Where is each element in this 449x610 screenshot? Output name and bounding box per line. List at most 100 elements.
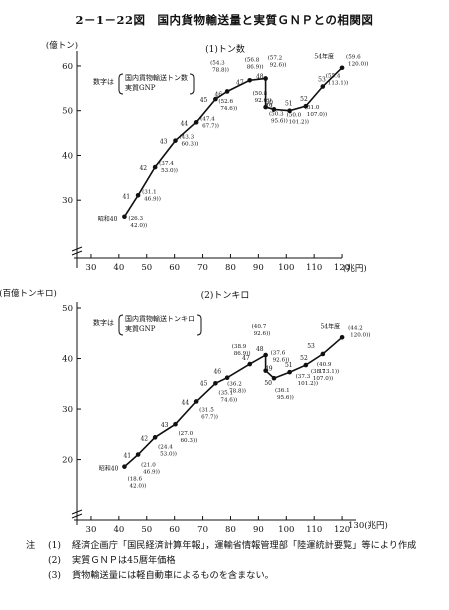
data-point	[287, 108, 292, 113]
page-title: 2－1－22図 国内貨物輸送量と実質ＧＮＰとの相関図	[75, 13, 374, 27]
point-value-label: 120.0))	[348, 61, 368, 68]
y-axis-label: (百億トンキロ)	[0, 288, 57, 299]
data-point	[193, 399, 199, 404]
data-point	[320, 84, 326, 89]
x-axis-label: 130(兆円)	[348, 520, 388, 531]
point-value-label: 42.0))	[130, 222, 147, 229]
point-value-label: 92.6))	[254, 330, 271, 337]
data-point	[263, 352, 268, 358]
point-label: 47	[242, 355, 250, 362]
data-point	[247, 77, 253, 83]
point-value-label: 74.6))	[220, 105, 237, 112]
point-value-label: (26.3	[128, 215, 143, 222]
legend-bracket-left	[118, 73, 124, 95]
point-value-label: (40.9	[317, 361, 332, 368]
x-tick-label: 50	[141, 263, 152, 273]
data-point	[271, 375, 277, 381]
point-label: 46	[213, 369, 221, 376]
point-label: 48	[256, 73, 264, 80]
data-point	[263, 368, 268, 373]
point-value-label: (40.7	[252, 323, 267, 330]
point-value-label: 95.6))	[271, 117, 288, 124]
data-point	[303, 362, 309, 368]
point-value-label: 74.6))	[220, 396, 237, 403]
legend-entry: 国内貨物輸送トンキロ	[125, 314, 195, 323]
point-label: 51	[285, 362, 293, 369]
y-tick-label: 60	[62, 62, 73, 72]
point-value-label: (52.674.6))	[218, 98, 237, 112]
data-point	[173, 421, 178, 427]
legend-entry: 実質GNP	[125, 83, 156, 92]
point-value-label: 67.7))	[202, 122, 219, 129]
data-point	[135, 452, 141, 457]
x-tick-label: 120	[334, 525, 350, 535]
point-label: 44	[182, 399, 190, 406]
point-value-label: 53.0))	[161, 167, 178, 174]
point-value-label: 92.6))	[273, 357, 290, 364]
point-value-label: (36.278.8))	[227, 381, 246, 395]
data-point	[173, 138, 178, 143]
y-tick-label: 50	[62, 304, 73, 314]
x-tick-label: 50	[141, 525, 152, 535]
point-value-label: (27.060.3))	[179, 430, 198, 444]
x-tick-label: 30	[86, 263, 97, 273]
data-point	[224, 89, 230, 94]
point-value-label: 42.0))	[129, 483, 146, 490]
point-value-label: 86.9))	[234, 350, 251, 357]
point-value-label: 95.6))	[277, 394, 294, 401]
point-value-label: (35.174.6))	[218, 389, 237, 403]
point-value-label: (50.8	[253, 90, 268, 97]
legend-label: 数字は	[93, 77, 114, 86]
point-value-label: 67.7))	[201, 413, 218, 420]
data-point	[152, 435, 158, 440]
notes: 注 (1) 経済企画庁「国民経済計算年報」，運輸省情報管理部「陸運統計要覧」等により…	[26, 538, 441, 583]
point-label: 41	[122, 193, 130, 200]
y-tick-label: 30	[62, 405, 73, 415]
point-value-label: (18.642.0))	[127, 476, 146, 490]
x-tick-label: 110	[306, 525, 322, 535]
note-head	[26, 553, 48, 568]
x-tick-label: 80	[225, 525, 236, 535]
data-point	[224, 375, 230, 381]
point-value-label: (37.453.0))	[159, 160, 178, 174]
point-label: 52	[300, 355, 308, 362]
x-tick-label: 120	[334, 263, 350, 273]
x-tick-label: 60	[169, 263, 180, 273]
point-value-label: (24.4	[158, 443, 173, 450]
x-tick-label: 40	[113, 525, 124, 535]
point-value-label: (47.467.7))	[200, 115, 219, 129]
point-value-label: (55.4	[326, 73, 341, 80]
y-tick-label: 20	[62, 456, 73, 466]
point-value-label: (52.6	[218, 98, 233, 105]
point-value-label: (24.453.0))	[158, 443, 177, 457]
point-value-label: (38.986.9))	[232, 343, 251, 357]
data-point	[122, 214, 127, 220]
point-value-label: (31.146.9))	[142, 188, 161, 202]
note-head: 注	[26, 540, 36, 551]
point-label: 44	[180, 120, 188, 127]
x-tick-label: 30	[86, 525, 97, 535]
point-value-label: 113.1))	[328, 80, 348, 87]
point-value-label: 78.8))	[229, 388, 246, 395]
note-body: 貨物輸送量には軽自動車によるものを含まない。	[72, 570, 274, 581]
x-axis-label: (兆円)	[343, 263, 367, 274]
point-value-label: 92.6))	[270, 61, 287, 68]
y-tick-label: 50	[62, 107, 73, 117]
chart-2: 30 40 50 60 70 80 90 100 110 120 20 30 40 50 (百億トンキロ) (…	[0, 288, 388, 535]
point-value-label: (36.2	[227, 381, 242, 388]
point-value-label: (54.378.8))	[210, 59, 229, 73]
point-value-label: (31.5	[199, 406, 214, 413]
point-label: 45	[200, 380, 208, 387]
data-point	[135, 192, 141, 198]
point-value-label: (50.395.6))	[269, 110, 288, 124]
point-value-label: 101.2))	[298, 380, 318, 387]
point-value-label: (38.9	[232, 343, 247, 350]
point-value-label: (35.1	[218, 389, 233, 396]
point-value-label: (38.7	[311, 368, 326, 375]
point-value-label: (27.0	[179, 430, 194, 437]
